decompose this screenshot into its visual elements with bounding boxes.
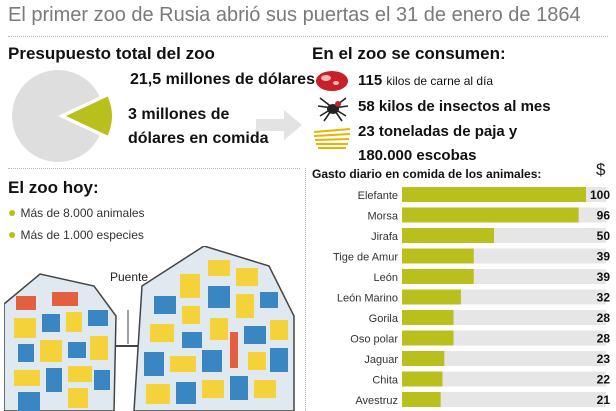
bar-elefante bbox=[402, 187, 586, 202]
insects-line: 58 kilos de insectos al mes bbox=[358, 98, 551, 115]
zoo-fact-species: ● Más de 1.000 especies bbox=[8, 226, 144, 242]
value-label: 96 bbox=[597, 209, 611, 223]
category-label: Jaguar bbox=[364, 354, 398, 366]
pie-slice-food bbox=[66, 96, 113, 136]
category-label: Morsa bbox=[367, 211, 398, 223]
pie-slice-total bbox=[12, 70, 100, 162]
zoo-today-heading: El zoo hoy: bbox=[8, 178, 99, 197]
value-label: 39 bbox=[597, 270, 611, 284]
left-divider bbox=[8, 168, 300, 169]
page-title: El primer zoo de Rusia abrió sus puertas… bbox=[8, 4, 581, 26]
bar-león bbox=[402, 269, 474, 284]
zoo-fact-animals: ● Más de 8.000 animales bbox=[8, 204, 145, 220]
food-cost-bar-chart: Elefante 100 Morsa 96 Jirafa 50 Tige de Amur 39… bbox=[333, 187, 611, 407]
title-divider bbox=[8, 36, 608, 37]
bar-jaguar bbox=[402, 351, 445, 366]
bar-track bbox=[402, 392, 606, 407]
budget-total-label: 21,5 millones de dólares bbox=[130, 71, 315, 88]
bar-avestruz bbox=[402, 392, 441, 407]
zoo-map bbox=[4, 246, 295, 411]
bar-track bbox=[402, 351, 606, 366]
meat-icon bbox=[316, 71, 348, 91]
category-label: Oso polar bbox=[350, 334, 398, 346]
budget-pie bbox=[12, 70, 113, 162]
meat-unit: kilos de carne al día bbox=[386, 74, 494, 88]
category-label: León bbox=[374, 272, 398, 284]
vertical-divider bbox=[305, 168, 306, 411]
category-label: Gorila bbox=[369, 313, 399, 325]
straw-line2: 180.000 escobas bbox=[358, 147, 477, 164]
meat-line: 115 kilos de carne al día bbox=[358, 72, 493, 89]
bar-tige-de-amur bbox=[402, 248, 474, 264]
zoo-fact-animals-text: Más de 8.000 animales bbox=[20, 206, 145, 220]
map-label-bridge: Puente bbox=[110, 270, 149, 284]
budget-food-label-line1: 3 millones de bbox=[128, 106, 230, 123]
value-label: 23 bbox=[597, 352, 611, 366]
straw-icon bbox=[313, 128, 351, 149]
bar-león-marino bbox=[402, 289, 461, 305]
value-label: 28 bbox=[597, 311, 611, 325]
category-label: Jirafa bbox=[371, 231, 399, 243]
value-label: 100 bbox=[590, 188, 610, 202]
arrow-right-icon bbox=[256, 110, 302, 140]
meat-amount: 115 bbox=[358, 72, 383, 89]
budget-food-label-line2: dólares en comida bbox=[128, 130, 269, 147]
budget-heading: Presupuesto total del zoo bbox=[8, 44, 215, 63]
value-label: 21 bbox=[597, 393, 611, 407]
bar-oso-polar bbox=[402, 330, 454, 346]
consumption-heading: En el zoo se consumen: bbox=[312, 44, 506, 63]
value-label: 50 bbox=[597, 229, 611, 243]
value-label: 32 bbox=[597, 291, 611, 305]
bar-track bbox=[402, 371, 606, 387]
chart-title: Gasto diario en comida de los animales: bbox=[312, 167, 542, 181]
value-label: 39 bbox=[597, 250, 611, 264]
category-label: Elefante bbox=[358, 190, 398, 202]
category-label: León Marino bbox=[337, 293, 398, 305]
bar-jirafa bbox=[402, 228, 494, 243]
value-label: 28 bbox=[597, 332, 611, 346]
zoo-fact-species-text: Más de 1.000 especies bbox=[20, 228, 144, 242]
category-label: Avestruz bbox=[355, 395, 398, 407]
bullet-icon: ● bbox=[8, 204, 17, 220]
value-label: 22 bbox=[597, 373, 611, 387]
bar-morsa bbox=[402, 207, 579, 223]
category-label: Chita bbox=[372, 375, 399, 387]
straw-line1: 23 toneladas de paja y bbox=[358, 123, 518, 140]
category-label: Tige de Amur bbox=[333, 252, 398, 264]
chart-unit-label: $ bbox=[596, 160, 606, 179]
bar-gorila bbox=[402, 310, 454, 325]
spider-icon bbox=[317, 97, 349, 122]
bar-chita bbox=[402, 371, 443, 387]
bullet-icon: ● bbox=[8, 226, 17, 242]
